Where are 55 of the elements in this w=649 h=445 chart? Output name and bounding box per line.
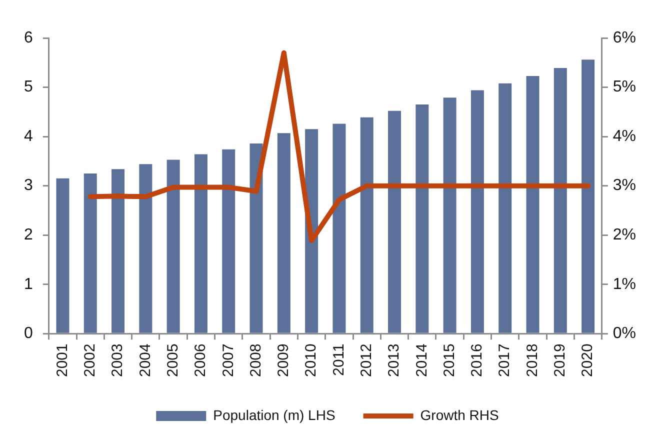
bar: [416, 104, 429, 333]
x-tick-label: 2013: [386, 344, 403, 378]
y-tick-label: 6: [24, 29, 33, 46]
y2-tick-label: 5%: [612, 78, 636, 96]
legend-label: Population (m) LHS: [213, 406, 336, 423]
bar: [332, 124, 346, 333]
legend-label: Growth RHS: [420, 406, 499, 423]
y-tick-label: 3: [24, 177, 33, 194]
x-tick-label: 2019: [552, 344, 569, 378]
x-tick-label: 2007: [220, 344, 237, 378]
x-tick-label: 2008: [247, 344, 264, 378]
x-tick-label: 2009: [275, 344, 292, 378]
x-tick-label: 2017: [496, 344, 514, 378]
x-tick-label: 2004: [136, 344, 154, 378]
bar: [360, 117, 374, 333]
y2-tick-label: 0%: [612, 325, 636, 342]
bar: [194, 154, 208, 333]
x-tick-label: 2010: [302, 344, 320, 378]
bar: [470, 90, 484, 333]
bar: [56, 178, 70, 333]
y2-tick-label: 1%: [612, 276, 636, 293]
bar: [498, 83, 512, 333]
x-tick-label: 2002: [82, 344, 99, 378]
x-tick-label: 2016: [468, 344, 486, 378]
x-tick-label: 2018: [524, 344, 541, 378]
bar: [277, 133, 290, 333]
x-tick-label: 2012: [358, 344, 375, 378]
x-tick-label: 2003: [109, 344, 126, 378]
bar: [250, 143, 263, 333]
y-tick-label: 4: [24, 128, 33, 145]
y-tick-label: 0: [24, 325, 33, 342]
x-tick-label: 2014: [413, 344, 430, 378]
bar: [554, 68, 567, 333]
y2-tick-label: 3%: [612, 177, 636, 194]
y2-tick-label: 2%: [612, 226, 636, 244]
bar: [222, 149, 236, 333]
y2-tick-label: 6%: [612, 29, 636, 46]
bar: [112, 169, 125, 333]
y-tick-label: 1: [24, 276, 33, 293]
bar: [139, 164, 152, 333]
y-tick-label: 2: [24, 226, 33, 244]
bar: [388, 110, 402, 333]
x-tick-label: 2005: [164, 344, 182, 378]
x-tick-label: 2001: [54, 344, 71, 378]
x-tick-label: 2006: [192, 344, 210, 378]
y-tick-label: 5: [24, 78, 33, 96]
y2-tick-label: 4%: [612, 128, 636, 145]
x-tick-label: 2015: [440, 344, 458, 378]
x-tick-label: 2011: [330, 344, 348, 376]
bar: [526, 76, 540, 333]
bar: [84, 174, 97, 333]
bar: [166, 160, 180, 333]
bar: [582, 60, 595, 333]
bar: [443, 98, 456, 333]
x-tick-label: 2020: [579, 344, 596, 378]
